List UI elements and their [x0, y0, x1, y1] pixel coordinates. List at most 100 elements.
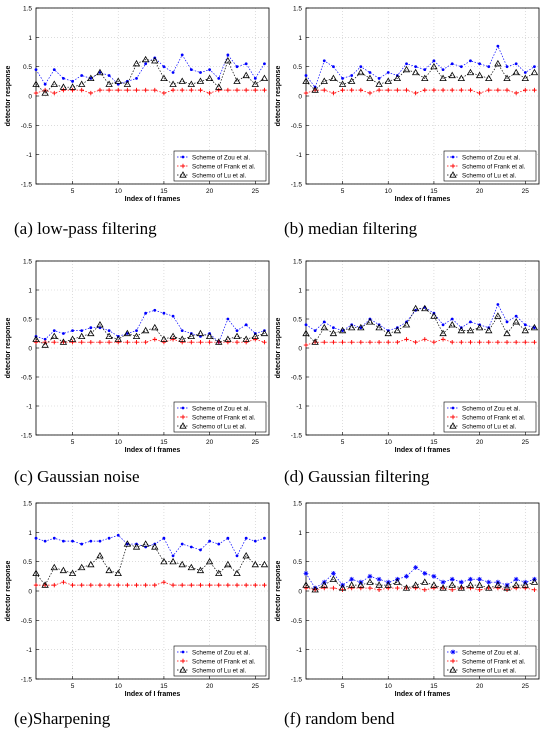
data-point — [486, 579, 492, 585]
data-point — [459, 87, 464, 93]
data-point — [485, 74, 493, 81]
data-point — [106, 87, 112, 93]
series-line — [35, 54, 265, 85]
data-point — [41, 341, 49, 348]
data-point — [331, 90, 336, 96]
data-point — [468, 576, 473, 582]
data-point — [413, 565, 419, 570]
data-point — [251, 332, 259, 339]
legend-marker — [450, 414, 456, 420]
legend-label: Schemo of Frank et al. — [462, 414, 526, 421]
data-point — [180, 53, 184, 57]
data-point — [87, 74, 95, 81]
legend-marker — [451, 155, 455, 159]
data-point — [107, 74, 111, 77]
legend: Schemo of Zou et al. Schemo of Frank et a… — [443, 401, 537, 433]
series-line — [36, 581, 265, 586]
data-point — [503, 74, 511, 81]
data-point — [62, 332, 65, 335]
data-point — [485, 326, 493, 334]
plot-frame — [35, 260, 270, 436]
data-point — [152, 337, 157, 342]
legend-box — [443, 645, 537, 677]
data-point — [226, 53, 230, 57]
data-point — [331, 585, 336, 591]
data-point — [125, 340, 130, 345]
data-point — [59, 338, 68, 345]
data-point — [97, 87, 103, 93]
data-point — [98, 539, 102, 543]
legend: Scheme of Zou et al. Scheme of Frank et a… — [173, 150, 267, 182]
data-point — [368, 71, 372, 74]
data-point — [513, 340, 519, 345]
data-point — [52, 90, 57, 96]
data-point — [349, 340, 354, 345]
data-point — [532, 587, 537, 593]
data-point — [97, 340, 103, 345]
data-point — [340, 587, 345, 593]
data-point — [187, 563, 196, 571]
data-point — [233, 77, 241, 84]
series-line — [305, 308, 535, 343]
data-point — [216, 582, 221, 588]
data-point — [262, 340, 267, 345]
data-point — [243, 340, 249, 345]
data-point — [242, 335, 250, 342]
plot-frame — [35, 502, 270, 680]
data-point — [253, 539, 257, 543]
data-point — [198, 582, 203, 588]
y-tick-label: 1 — [28, 35, 32, 42]
y-tick-label: 1 — [28, 530, 32, 537]
legend-marker — [179, 171, 187, 178]
data-point — [431, 585, 437, 591]
x-tick-label: 15 — [160, 439, 168, 446]
data-point — [52, 340, 57, 345]
y-tick-label: 0 — [298, 589, 302, 596]
data-point — [262, 87, 267, 93]
data-point — [178, 335, 186, 342]
data-point — [244, 62, 248, 66]
data-point — [61, 87, 66, 93]
legend-box — [443, 150, 537, 182]
data-point — [87, 560, 95, 568]
y-tick-label: 1.5 — [293, 501, 302, 508]
plot-frame — [305, 260, 540, 436]
data-point — [205, 332, 214, 339]
data-point — [97, 582, 103, 588]
legend-marker — [449, 422, 457, 429]
data-point — [169, 332, 177, 339]
data-point — [367, 90, 373, 96]
legend-marker — [449, 171, 457, 178]
data-point — [439, 74, 447, 81]
chart-caption-f: (f) random bend — [284, 709, 395, 728]
data-point — [302, 581, 310, 588]
chart-caption-e: (e)Sharpening — [14, 709, 111, 728]
data-point — [68, 83, 77, 90]
legend-label: Scheme of Frank et al. — [462, 658, 526, 665]
data-point — [105, 80, 113, 87]
legend-label: Scheme of Zou et al. — [192, 405, 250, 412]
y-tick-label: 0.5 — [23, 559, 32, 566]
y-tick-label: 0.5 — [293, 64, 302, 71]
data-point — [208, 68, 212, 71]
data-point — [523, 585, 528, 591]
legend-label: Schemo of Zou et al. — [462, 154, 520, 161]
data-point — [199, 548, 202, 552]
data-point — [413, 340, 418, 345]
legend-label: Scheme of Zou et al. — [192, 649, 250, 656]
data-point — [160, 74, 168, 81]
legend-marker — [181, 406, 185, 410]
data-point — [116, 533, 120, 537]
data-point — [303, 342, 309, 348]
data-point — [338, 326, 347, 334]
legend-label: Schemo of Lu et al. — [192, 667, 247, 674]
data-point — [468, 585, 473, 591]
data-point — [376, 587, 382, 593]
data-point — [179, 87, 185, 93]
data-point — [179, 340, 185, 345]
data-point — [512, 318, 520, 325]
x-tick-label: 5 — [71, 683, 75, 690]
legend-label: Schemo of Frank et al. — [462, 163, 526, 170]
data-point — [477, 340, 482, 345]
series-2 — [33, 580, 267, 588]
